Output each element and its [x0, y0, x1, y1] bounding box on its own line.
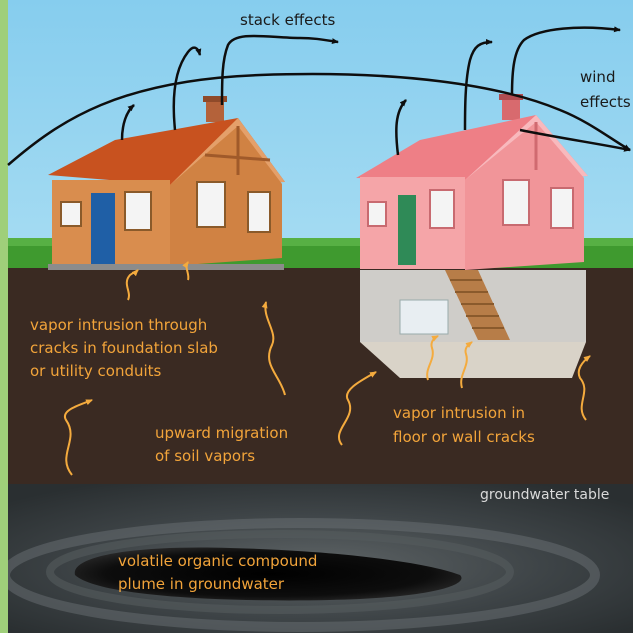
wind-arrow-lower [519, 128, 631, 152]
label-floor-line1: vapor intrusion in [393, 404, 525, 422]
label-floor-line2: floor or wall cracks [393, 428, 535, 446]
stack-arrow-right [463, 39, 493, 131]
vapor-arrow-1 [125, 269, 139, 301]
basement-window [399, 299, 449, 335]
left-house-window-3 [196, 181, 226, 228]
left-margin-stripe [0, 0, 8, 633]
label-wind-line1: wind [580, 68, 615, 86]
vapor-arrows [63, 261, 591, 476]
stack-arrow-left-2 [220, 34, 339, 106]
right-house [356, 94, 588, 270]
label-slab-line1: vapor intrusion through [30, 316, 207, 334]
left-house-window-4 [247, 191, 271, 233]
left-house-door [91, 193, 115, 265]
stack-arrow-right-2 [510, 26, 621, 96]
basement [360, 270, 586, 378]
vapor-arrow-3 [63, 399, 93, 476]
label-plume-line2: plume in groundwater [118, 575, 285, 593]
groundwater-swirl-inner [46, 530, 514, 614]
wind-arrow [7, 72, 631, 166]
vapor-arrow-7 [460, 341, 473, 389]
stack-arrow-left [172, 46, 202, 131]
vapor-arrow-6 [426, 335, 439, 381]
right-house-window-3 [502, 179, 530, 226]
left-house-window-2 [124, 191, 152, 231]
right-house-chimney [502, 98, 520, 120]
label-migration-line2: of soil vapors [155, 447, 255, 465]
stack-arrow-right-3 [395, 99, 407, 156]
right-house-window-4 [550, 187, 574, 229]
vapor-arrow-5 [338, 371, 377, 446]
right-house-door [398, 195, 416, 265]
label-slab-line2: cracks in foundation slab [30, 339, 218, 357]
right-house-window-1 [367, 201, 387, 227]
label-groundwater-table: groundwater table [480, 487, 609, 503]
vapor-arrow-2 [182, 261, 190, 281]
vapor-arrow-4 [261, 301, 286, 396]
left-house [48, 96, 285, 270]
label-migration-line1: upward migration [155, 424, 288, 442]
left-house-chimney [206, 100, 224, 122]
contaminant-plume [74, 547, 462, 601]
label-slab-line3: or utility conduits [30, 362, 162, 380]
grass-highlight [0, 238, 633, 246]
label-stack-effects: stack effects [240, 11, 336, 29]
vapor-arrow-8 [577, 355, 591, 421]
right-house-window-2 [429, 189, 455, 229]
label-wind-line2: effects [580, 93, 631, 111]
label-plume-line1: volatile organic compound [118, 552, 317, 570]
stack-arrow-left-3 [120, 104, 135, 141]
left-house-window-1 [60, 201, 82, 227]
airflow-arrows [7, 26, 631, 166]
